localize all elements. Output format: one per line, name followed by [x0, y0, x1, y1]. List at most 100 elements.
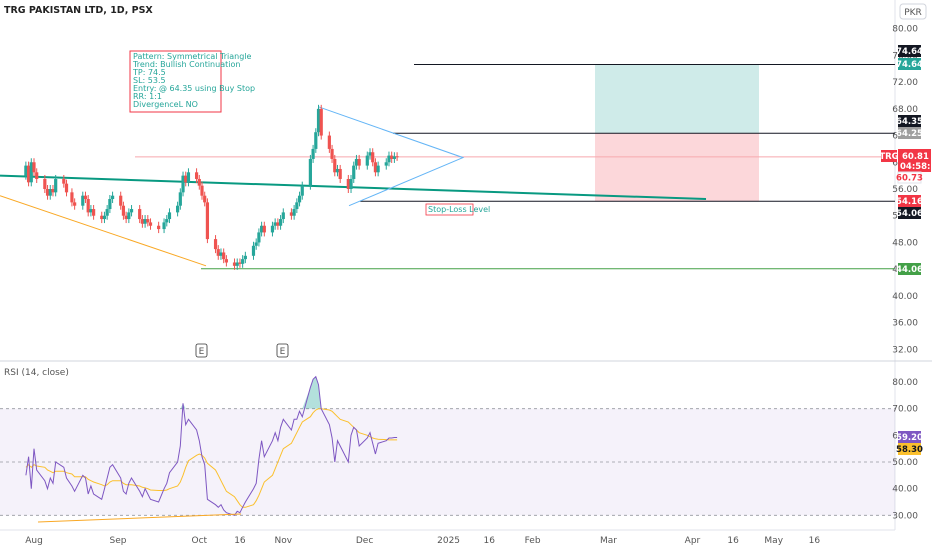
candle-body [292, 209, 296, 216]
badge-rsi-ma: 58.30 [896, 443, 923, 455]
candle-body [330, 148, 334, 159]
price-tick-label: 72.00 [892, 78, 918, 88]
price-tick-label: 40.00 [892, 292, 918, 302]
candle-body [276, 222, 280, 226]
svg-text:60.81: 60.81 [902, 152, 929, 162]
candle-body [238, 262, 242, 264]
stop-loss-label[interactable]: Stop-Loss Level [425, 203, 490, 216]
candle-body [119, 195, 123, 206]
candle-body [205, 202, 210, 240]
price-tick-label: 68.00 [892, 105, 918, 115]
candle-body [143, 219, 147, 224]
candle-body [349, 178, 353, 189]
candle-body [365, 155, 369, 166]
loss-zone [595, 133, 759, 202]
candle-body [357, 158, 361, 166]
candle-body [100, 215, 104, 220]
candle-body [197, 178, 201, 186]
candle-body [262, 225, 266, 233]
candle-body [390, 155, 394, 159]
svg-text:58.30: 58.30 [896, 445, 923, 455]
currency-label: PKR [904, 8, 922, 18]
annotation-box[interactable]: Pattern: Symmetrical Triangle Trend: Bul… [129, 50, 258, 113]
candle-body [81, 195, 85, 206]
time-axis: Aug Sep Oct 16 Nov Dec 2025 16 Feb Mar Apr 16 May 16 [25, 536, 820, 546]
candle-body [311, 148, 315, 159]
svg-text:04:58:37: 04:58:37 [900, 162, 932, 172]
rsi-divergence-line [37, 513, 242, 523]
currency-button[interactable] [899, 3, 927, 20]
svg-text:60.73: 60.73 [896, 174, 923, 184]
rsi-line [25, 375, 398, 516]
candle-body [319, 108, 323, 136]
candle-body [387, 155, 391, 163]
price-tick-label: 48.00 [892, 238, 918, 248]
time-tick-label: Sep [110, 536, 127, 546]
badge-entry-top: 64.35 [896, 115, 923, 127]
badge-tp: 74.64 [896, 58, 923, 70]
anno-trend: Trend: Bullish Continuation [132, 60, 240, 69]
candle-body [273, 222, 277, 226]
candle-body [148, 222, 153, 226]
candle-body [295, 202, 299, 210]
stop-loss-label-text: Stop-Loss Level [428, 205, 490, 214]
anno-rr: RR: 1:1 [133, 92, 162, 101]
symmetrical-triangle [318, 106, 465, 207]
annotation-text: Pattern: Symmetrical Triangle Trend: Bul… [132, 52, 258, 109]
badge-entry: 64.25 [896, 127, 923, 139]
candle-body [368, 152, 372, 156]
earnings-marker-1[interactable]: E [195, 343, 208, 358]
time-tick-label: 16 [483, 536, 495, 546]
candle-body [232, 262, 237, 266]
rsi-tick-label: 30.00 [892, 511, 918, 521]
candle-body [165, 219, 169, 223]
candle-body [257, 232, 261, 243]
candle-body [89, 209, 93, 213]
candle-body [48, 189, 52, 196]
candle-body [181, 175, 185, 193]
earnings-icon [195, 343, 208, 358]
anno-pattern: Pattern: Symmetrical Triangle [133, 52, 252, 61]
annotation-border [129, 50, 222, 113]
candle-body [278, 219, 283, 226]
candle-body [51, 189, 55, 193]
candle-body [373, 162, 378, 173]
badge-prev-close: 60.73 [896, 171, 923, 184]
stop-loss-label-border [425, 203, 474, 216]
candle-body [124, 215, 128, 220]
rsi-tick-label: 50.00 [892, 458, 918, 468]
candle-body [186, 172, 191, 183]
svg-text:54.06: 54.06 [896, 209, 923, 219]
candle-body [105, 209, 109, 216]
time-tick-label: 16 [234, 536, 246, 546]
earnings-marker-2[interactable]: E [276, 343, 289, 358]
rsi-tick-label: 80.00 [892, 378, 918, 388]
candle-body [281, 212, 285, 220]
drawings-layer [0, 63, 895, 270]
svg-text:74.64: 74.64 [896, 47, 923, 57]
candle-body [54, 178, 58, 193]
rsi-pane [0, 375, 895, 523]
candle-body [251, 245, 256, 256]
candle-body [62, 178, 66, 184]
candle-body [254, 242, 258, 246]
price-tick-label: 80.00 [892, 25, 918, 35]
candle-body [300, 185, 304, 196]
svg-text:64.25: 64.25 [896, 129, 923, 139]
candle-body [260, 225, 264, 233]
candle-body [200, 185, 204, 196]
time-tick-label: Mar [600, 536, 617, 546]
price-tick-label: 56.00 [892, 185, 918, 195]
position-zones [595, 64, 759, 202]
svg-text:64.35: 64.35 [896, 117, 923, 127]
svg-text:54.16: 54.16 [896, 197, 923, 207]
candle-body [222, 252, 226, 260]
candle-body [121, 205, 126, 216]
badge-last-price: 60.81 04:58:37 [898, 149, 932, 172]
rsi-tick-label: 40.00 [892, 485, 918, 495]
candle-body [35, 172, 39, 179]
rsi-ma-line [25, 408, 398, 508]
time-tick-label: May [764, 536, 783, 546]
time-tick-label: Dec [356, 536, 373, 546]
